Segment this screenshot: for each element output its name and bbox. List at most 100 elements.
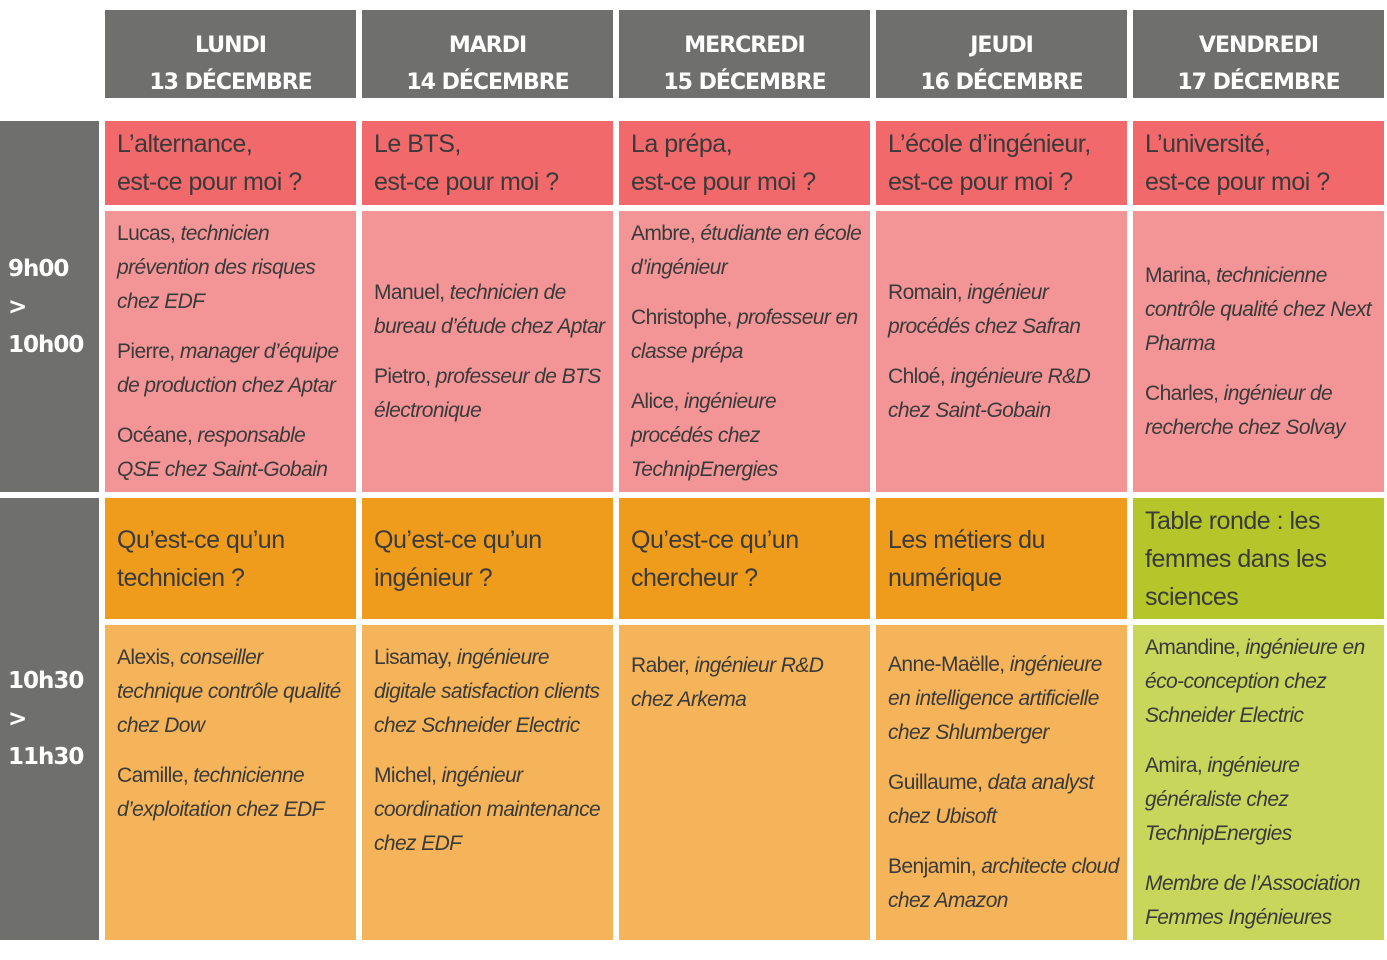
speaker-role: ingénieur R&D chez Arkema bbox=[631, 654, 824, 711]
topic-line: sciences bbox=[1145, 582, 1239, 611]
speaker-role: technicienne contrôle qualité chez Next … bbox=[1145, 263, 1372, 355]
speaker-role: ingénieure procédés chez TechnipEnergies bbox=[631, 389, 778, 481]
session-speakers: Manuel, technicien de bureau d’étude che… bbox=[362, 211, 613, 492]
day-name: LUNDI bbox=[195, 33, 267, 58]
session-topic: Qu’est-ce qu’un ingénieur ? bbox=[362, 498, 613, 619]
speaker-name: Raber, bbox=[631, 654, 695, 677]
topic-line: femmes dans les bbox=[1145, 544, 1327, 573]
speaker: Michel, ingénieur coordination maintenan… bbox=[374, 759, 605, 861]
day-date: 14 DÉCEMBRE bbox=[406, 70, 569, 95]
speaker-role: data analyst chez Ubisoft bbox=[888, 770, 1094, 828]
speaker: Camille, technicienne d’exploitation che… bbox=[117, 759, 348, 827]
speaker-role: ingénieur de recherche chez Solvay bbox=[1145, 381, 1345, 439]
topic-line: technicien ? bbox=[117, 563, 245, 592]
speaker-role: ingénieure généraliste chez TechnipEnerg… bbox=[1145, 753, 1300, 845]
speaker-name: Charles, bbox=[1145, 381, 1224, 405]
day-name: JEUDI bbox=[970, 33, 1034, 58]
speaker-role: ingénieur procédés chez Safran bbox=[888, 280, 1081, 338]
session-topic: L’école d’ingénieur, est-ce pour moi ? bbox=[876, 121, 1127, 205]
speaker-name: Chloé, bbox=[888, 364, 951, 388]
speaker-name: Marina, bbox=[1145, 263, 1217, 287]
session-topic: Qu’est-ce qu’un chercheur ? bbox=[619, 498, 870, 619]
topic-line: est-ce pour moi ? bbox=[631, 168, 816, 196]
speaker: Membre de l’Association Femmes Ingénieur… bbox=[1145, 867, 1376, 935]
time-start: 10h30 bbox=[8, 668, 84, 694]
speaker-name: Pierre, bbox=[117, 339, 180, 363]
topic-line: Qu’est-ce qu’un bbox=[117, 525, 285, 554]
topic-line: L’alternance, bbox=[117, 130, 253, 158]
topic-line: ingénieur ? bbox=[374, 563, 493, 592]
topic-line: numérique bbox=[888, 563, 1002, 592]
session-topic: Les métiers du numérique bbox=[876, 498, 1127, 619]
topic-line: Les métiers du bbox=[888, 525, 1045, 554]
speaker-role: technicienne d’exploitation chez EDF bbox=[117, 764, 324, 821]
session-topic: L’université, est-ce pour moi ? bbox=[1133, 121, 1384, 205]
speaker-name: Manuel, bbox=[374, 280, 450, 304]
speaker: Pierre, manager d’équipe de production c… bbox=[117, 335, 348, 403]
session-topic: La prépa, est-ce pour moi ? bbox=[619, 121, 870, 205]
speaker-role: manager d’équipe de production chez Apta… bbox=[117, 339, 339, 397]
speaker: Alexis, conseiller technique contrôle qu… bbox=[117, 641, 348, 743]
speaker-role: ingénieure digitale satisfaction clients… bbox=[374, 646, 600, 737]
speaker-name: Anne-Maëlle, bbox=[888, 652, 1010, 676]
session-speakers: Lucas, technicien prévention des risques… bbox=[105, 211, 356, 492]
speaker-role: professeur en classe prépa bbox=[631, 305, 858, 363]
session-topic: Le BTS, est-ce pour moi ? bbox=[362, 121, 613, 205]
time-slot-late-morning: 10h30 > 11h30 bbox=[0, 498, 99, 940]
speaker-name: Lisamay, bbox=[374, 646, 457, 669]
speaker-name: Amandine, bbox=[1145, 635, 1246, 659]
speaker-name: Alexis, bbox=[117, 646, 180, 669]
speaker-role: conseiller technique contrôle qualité ch… bbox=[117, 646, 341, 737]
speaker: Marina, technicienne contrôle qualité ch… bbox=[1145, 259, 1376, 361]
speaker-role: technicien de bureau d’étude chez Aptar bbox=[374, 280, 605, 338]
speaker-name: Lucas, bbox=[117, 221, 181, 245]
topic-line: Le BTS, bbox=[374, 130, 461, 158]
day-header-mardi: MARDI 14 DÉCEMBRE bbox=[362, 10, 613, 98]
day-header-mercredi: MERCREDI 15 DÉCEMBRE bbox=[619, 10, 870, 98]
session-topic: Qu’est-ce qu’un technicien ? bbox=[105, 498, 356, 619]
day-header-lundi: LUNDI 13 DÉCEMBRE bbox=[105, 10, 356, 98]
speaker-name: Amira, bbox=[1145, 753, 1208, 777]
session-speakers: Ambre, étudiante en école d’ingénieur Ch… bbox=[619, 211, 870, 492]
session-speakers: Marina, technicienne contrôle qualité ch… bbox=[1133, 211, 1384, 492]
session-topic: L’alternance, est-ce pour moi ? bbox=[105, 121, 356, 205]
day-name: MARDI bbox=[448, 33, 527, 58]
speaker: Manuel, technicien de bureau d’étude che… bbox=[374, 276, 605, 344]
speaker-name: Pietro, bbox=[374, 364, 436, 388]
speaker-role: Membre de l’Association Femmes Ingénieur… bbox=[1145, 871, 1361, 929]
topic-line: L’école d’ingénieur, bbox=[888, 130, 1091, 158]
speaker: Charles, ingénieur de recherche chez Sol… bbox=[1145, 377, 1376, 445]
speaker-role: professeur de BTS électronique bbox=[374, 364, 601, 422]
day-date: 16 DÉCEMBRE bbox=[920, 70, 1083, 95]
speaker: Anne-Maëlle, ingénieure en intelligence … bbox=[888, 648, 1119, 750]
speaker-role: architecte cloud chez Amazon bbox=[888, 854, 1119, 912]
speaker: Raber, ingénieur R&D chez Arkema bbox=[631, 649, 862, 717]
speaker-role: technicien prévention des risques chez E… bbox=[117, 221, 316, 313]
day-header-vendredi: VENDREDI 17 DÉCEMBRE bbox=[1133, 10, 1384, 98]
day-date: 13 DÉCEMBRE bbox=[149, 70, 312, 95]
speaker: Amandine, ingénieure en éco-conception c… bbox=[1145, 631, 1376, 733]
topic-line: L’université, bbox=[1145, 130, 1271, 158]
topic-line: chercheur ? bbox=[631, 563, 758, 592]
time-end: > 11h30 bbox=[8, 706, 84, 770]
session-speakers: Romain, ingénieur procédés chez Safran C… bbox=[876, 211, 1127, 492]
topic-line: est-ce pour moi ? bbox=[1145, 168, 1330, 196]
day-name: MERCREDI bbox=[684, 33, 805, 58]
day-header-jeudi: JEUDI 16 DÉCEMBRE bbox=[876, 10, 1127, 98]
session-speakers: Amandine, ingénieure en éco-conception c… bbox=[1133, 625, 1384, 940]
day-date: 17 DÉCEMBRE bbox=[1177, 70, 1340, 95]
speaker-name: Guillaume, bbox=[888, 770, 988, 794]
speaker-role: ingénieur coordination maintenance chez … bbox=[374, 764, 601, 855]
speaker: Ambre, étudiante en école d’ingénieur bbox=[631, 217, 862, 285]
topic-line: Table ronde : les bbox=[1145, 506, 1320, 535]
speaker-name: Alice, bbox=[631, 389, 684, 413]
speaker-name: Océane, bbox=[117, 423, 198, 447]
day-name: VENDREDI bbox=[1198, 33, 1319, 58]
speaker: Lucas, technicien prévention des risques… bbox=[117, 217, 348, 319]
speaker: Alice, ingénieure procédés chez TechnipE… bbox=[631, 385, 862, 487]
time-start: 9h00 bbox=[8, 255, 69, 282]
session-speakers: Lisamay, ingénieure digitale satisfactio… bbox=[362, 625, 613, 940]
speaker: Christophe, professeur en classe prépa bbox=[631, 301, 862, 369]
speaker-role: responsable QSE chez Saint-Gobain bbox=[117, 423, 328, 481]
speaker: Pietro, professeur de BTS électronique bbox=[374, 360, 605, 428]
